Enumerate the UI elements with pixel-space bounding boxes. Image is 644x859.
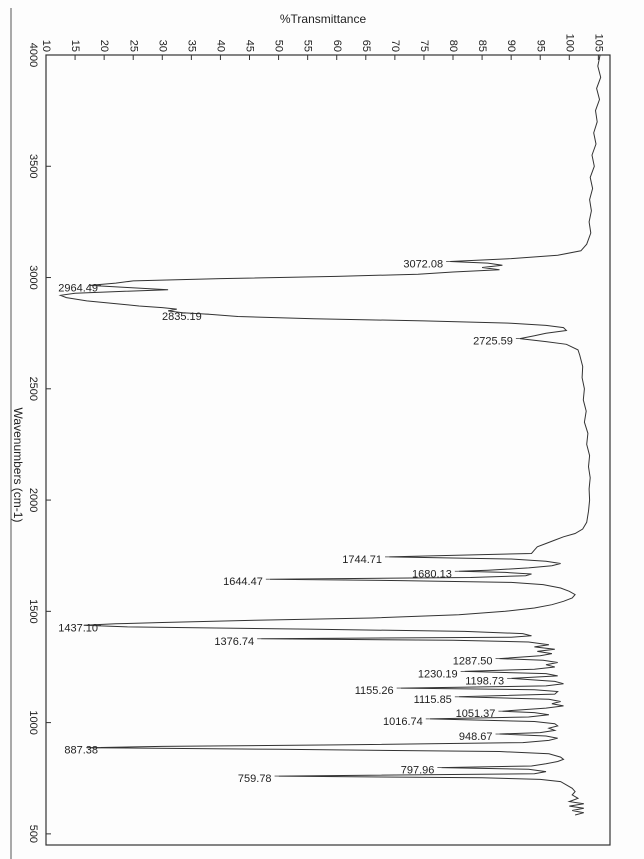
transmittance-tick-label: 60 xyxy=(331,40,343,52)
transmittance-tick-label: 100 xyxy=(563,34,575,52)
peak-label: 1016.74 xyxy=(383,716,423,728)
wavenumber-tick-label: 500 xyxy=(27,825,39,843)
transmittance-tick-label: 10 xyxy=(40,40,52,52)
peak-label: 1198.73 xyxy=(465,675,504,687)
transmittance-tick-label: 15 xyxy=(69,40,81,52)
transmittance-tick-label: 105 xyxy=(592,34,604,52)
transmittance-tick-label: 90 xyxy=(505,40,517,52)
peak-label: 1155.26 xyxy=(355,685,394,697)
x-axis-label: Wavenumbers (cm-1) xyxy=(11,408,25,523)
chart-title: %Transmittance xyxy=(280,12,367,26)
peak-label: 2725.59 xyxy=(473,336,513,348)
transmittance-tick-label: 35 xyxy=(185,40,197,52)
transmittance-curve xyxy=(58,54,602,816)
peak-label: 1644.47 xyxy=(223,576,263,588)
wavenumber-tick-label: 1000 xyxy=(27,710,39,734)
peak-label: 759.78 xyxy=(238,773,272,785)
peak-label: 3072.08 xyxy=(403,258,443,270)
peak-annotations: 3072.08 2964.49 2835.19 2725.59 1744.71 1680.… xyxy=(58,258,520,785)
wavenumber-tick-label: 2000 xyxy=(27,488,39,512)
transmittance-tick-label: 50 xyxy=(273,40,285,52)
transmittance-tick-label: 45 xyxy=(244,40,256,52)
transmittance-tick-label: 20 xyxy=(98,40,110,52)
wavenumber-tick-label: 1500 xyxy=(27,599,39,623)
peak-label: 2835.19 xyxy=(162,311,202,323)
transmittance-tick-label: 40 xyxy=(215,40,227,52)
peak-label: 2964.49 xyxy=(58,282,98,294)
wavenumber-tick-label: 3500 xyxy=(27,154,39,178)
peak-label: 797.96 xyxy=(401,765,435,777)
peak-label: 1287.50 xyxy=(453,656,493,668)
peak-label: 1376.74 xyxy=(214,636,254,648)
transmittance-tick-label: 25 xyxy=(127,40,139,52)
peak-label: 1680.13 xyxy=(412,568,452,580)
transmittance-tick-label: 55 xyxy=(302,40,314,52)
peak-label: 948.67 xyxy=(459,731,493,743)
spectrum-series xyxy=(58,54,602,816)
peak-label: 1051.37 xyxy=(456,708,496,720)
peak-label: 1230.19 xyxy=(418,668,458,680)
transmittance-tick-label: 70 xyxy=(389,40,401,52)
peak-label: 887.38 xyxy=(64,745,98,757)
peak-label: 1437.10 xyxy=(58,622,98,634)
transmittance-tick-label: 30 xyxy=(156,40,168,52)
transmittance-tick-label: 95 xyxy=(534,40,546,52)
transmittance-tick-label: 85 xyxy=(476,40,488,52)
wavenumber-ticks: 4000 3500 3000 2500 2000 1500 1000 500 xyxy=(27,43,51,843)
transmittance-tick-label: 75 xyxy=(418,40,430,52)
transmittance-tick-label: 80 xyxy=(447,40,459,52)
transmittance-ticks: 10 15 20 25 30 35 40 45 50 55 60 65 70 75 80 85 90 95 100 1… xyxy=(40,34,604,60)
peak-label: 1115.85 xyxy=(414,694,452,706)
wavenumber-tick-label: 2500 xyxy=(27,377,39,401)
transmittance-tick-label: 65 xyxy=(360,40,372,52)
peak-label: 1744.71 xyxy=(342,554,382,566)
plot-frame xyxy=(45,54,611,846)
wavenumber-tick-label: 4000 xyxy=(27,43,39,67)
wavenumber-tick-label: 3000 xyxy=(27,265,39,289)
